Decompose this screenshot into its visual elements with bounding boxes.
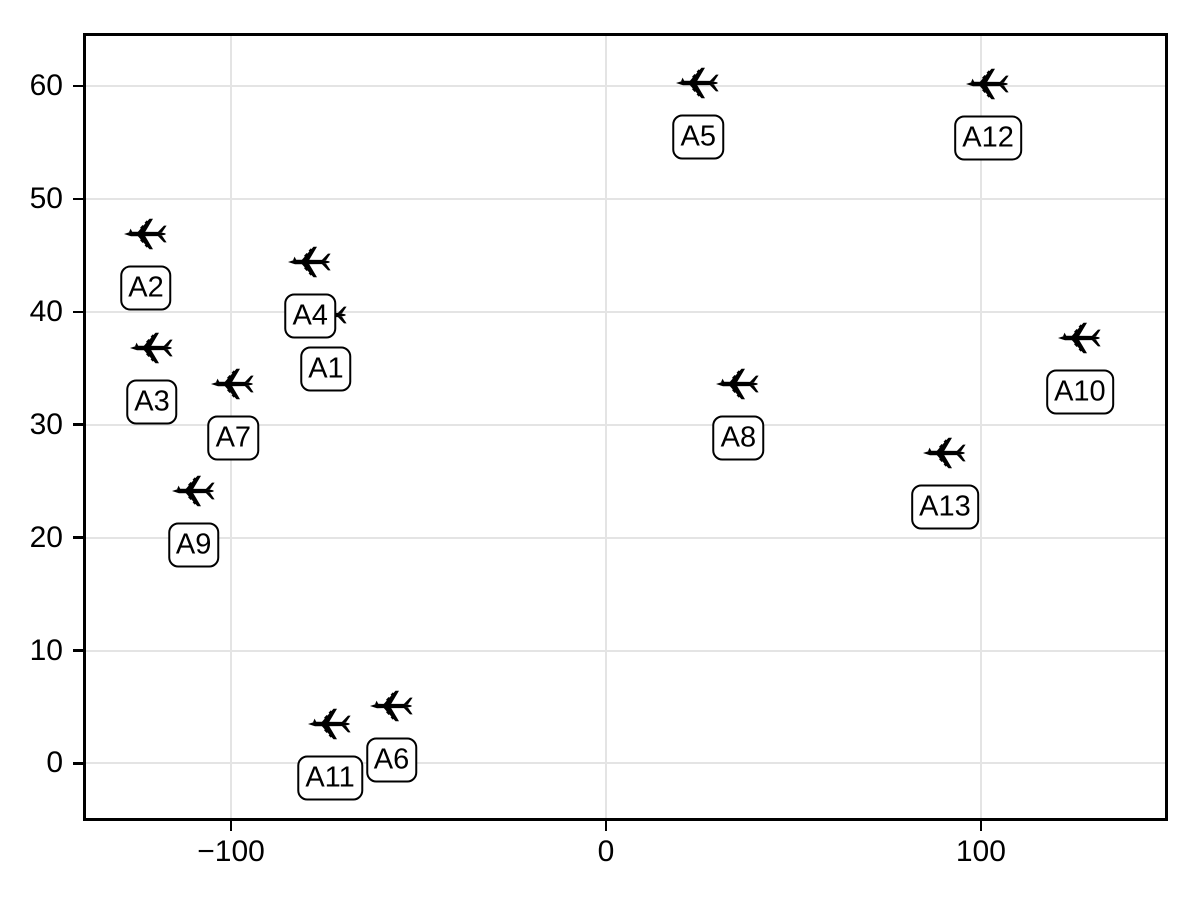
airplane-icon (308, 708, 351, 740)
y-axis-tick (73, 423, 83, 426)
airplane-icon (369, 690, 413, 722)
airplane-icon (1057, 322, 1101, 354)
y-axis-tick (73, 649, 83, 652)
y-axis-tick-label: 50 (29, 181, 63, 215)
x-axis-tick (979, 821, 983, 831)
airplane-icon (676, 67, 719, 98)
y-axis-tick-label: 40 (29, 294, 63, 328)
point-label-box: A11 (297, 755, 363, 801)
point-label-box: A8 (712, 415, 765, 461)
y-axis-tick (73, 197, 83, 201)
point-label-box: A10 (1046, 369, 1114, 415)
gridline-vertical (979, 33, 982, 821)
airplane-icon (211, 368, 254, 400)
gridline-vertical (605, 33, 607, 821)
airplane-icon (171, 476, 215, 507)
point-label-box: A2 (120, 265, 172, 311)
point-label-box: A13 (911, 484, 979, 530)
point-label-box: A9 (167, 522, 220, 568)
y-axis-tick (73, 84, 83, 88)
x-axis-tick (229, 821, 233, 831)
y-axis-tick-label: 10 (29, 633, 63, 667)
airplane-icon (123, 218, 167, 250)
point-label-box: A5 (672, 114, 724, 160)
gridline-horizontal (83, 197, 1168, 200)
airplane-icon (288, 246, 331, 278)
gridline-horizontal (83, 85, 1168, 88)
gridline-horizontal (83, 423, 1168, 426)
y-axis-tick-label: 20 (29, 520, 63, 554)
gridline-horizontal (83, 536, 1168, 539)
y-axis-tick (73, 310, 83, 314)
airplane-icon (716, 368, 759, 400)
y-axis-tick (73, 762, 83, 765)
airplane-icon (129, 332, 173, 364)
airplane-icon (922, 437, 966, 469)
point-label-box: A3 (126, 379, 178, 425)
gridline-horizontal (83, 310, 1168, 313)
y-axis-tick (73, 536, 83, 539)
airplane-icon (966, 68, 1009, 99)
y-axis-tick-label: 30 (29, 407, 63, 441)
x-axis-tick-label: 0 (597, 835, 615, 868)
point-label-box: A4 (284, 293, 336, 339)
x-axis-tick (604, 821, 608, 831)
x-axis-tick-label: 100 (955, 835, 1006, 868)
gridline-horizontal (83, 762, 1168, 765)
point-label-box: A1 (300, 346, 352, 392)
point-label-box: A7 (207, 415, 260, 461)
gridline-horizontal (83, 649, 1168, 652)
point-label-box: A6 (365, 737, 418, 783)
y-axis-tick-label: 60 (29, 69, 63, 103)
x-axis-tick-label: −100 (197, 835, 265, 868)
y-axis-tick-label: 0 (46, 746, 63, 780)
point-label-box: A12 (954, 115, 1022, 161)
